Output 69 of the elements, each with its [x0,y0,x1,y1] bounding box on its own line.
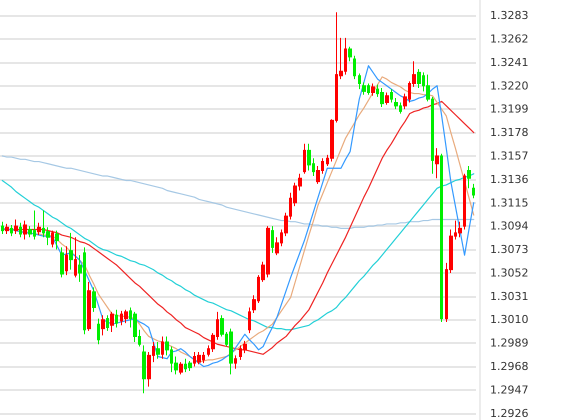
y-tick-label: 1.3262 [490,32,528,46]
y-tick-label: 1.3178 [490,126,528,140]
y-tick-label: 1.3031 [490,290,528,303]
candlestick [133,311,137,343]
line-series [2,173,474,330]
y-tick-label: 1.2926 [490,406,528,420]
candlestick [188,360,192,372]
y-tick-label: 1.3073 [490,243,528,256]
y-tick-label: 1.3136 [490,172,528,186]
candlestick [458,221,462,238]
y-tick-label: 1.3283 [490,9,528,22]
candlestick [390,88,393,103]
candlestick [358,73,361,90]
candlestick [353,55,356,80]
y-tick-label: 1.3010 [490,313,528,326]
y-tick-label: 1.3199 [490,102,528,116]
candlestick [106,314,109,332]
y-tick-label: 1.3220 [490,79,528,92]
candlestick [463,173,466,230]
candlestick [92,286,96,312]
candlestick [348,46,352,62]
line-series [2,155,474,229]
candlestick [5,223,9,234]
candlestick [394,98,398,110]
candlestick [1,221,4,234]
candlestick [87,281,91,332]
candlestick [37,222,41,236]
y-tick-label: 1.3052 [490,266,528,280]
candlestick [161,336,164,360]
candlestick [271,226,274,254]
candlestick [55,230,59,250]
candlestick [10,224,13,237]
y-tick-label: 1.2968 [490,360,528,374]
candlestick [51,230,54,248]
candlestick [101,314,105,336]
candlestick [110,311,114,332]
candlestick [229,328,233,375]
candlestick [65,246,68,276]
candlestick [248,306,251,334]
candlestick [197,352,201,365]
candlestick [156,342,160,360]
candlestick [142,344,146,394]
candlestick [380,88,384,108]
candlestick [371,83,375,96]
candlestick [124,309,128,324]
candlestick [60,246,64,278]
candlestick [97,318,100,345]
y-tick-label: 1.2989 [490,336,528,350]
candlestick [23,220,27,240]
y-tick-label: 1.3157 [490,149,528,162]
candlestick [74,236,77,278]
candlestick [19,222,22,238]
y-tick-label: 1.3094 [490,220,528,233]
y-tick-label: 1.2947 [490,383,528,396]
candlestick [179,362,183,375]
candlestick [385,92,389,106]
candlestick [69,232,73,270]
candlestick [435,148,439,179]
candlestick [234,354,237,370]
candlestick [14,218,18,234]
candlestick [472,183,475,199]
y-tick-label: 1.3241 [490,56,528,69]
candlestick [362,82,366,96]
candlestick [417,68,421,89]
candlestick [467,165,471,189]
candlestick [303,143,306,174]
candlestick [440,153,443,322]
candlestick [115,309,118,328]
y-tick-label: 1.3115 [490,196,528,210]
